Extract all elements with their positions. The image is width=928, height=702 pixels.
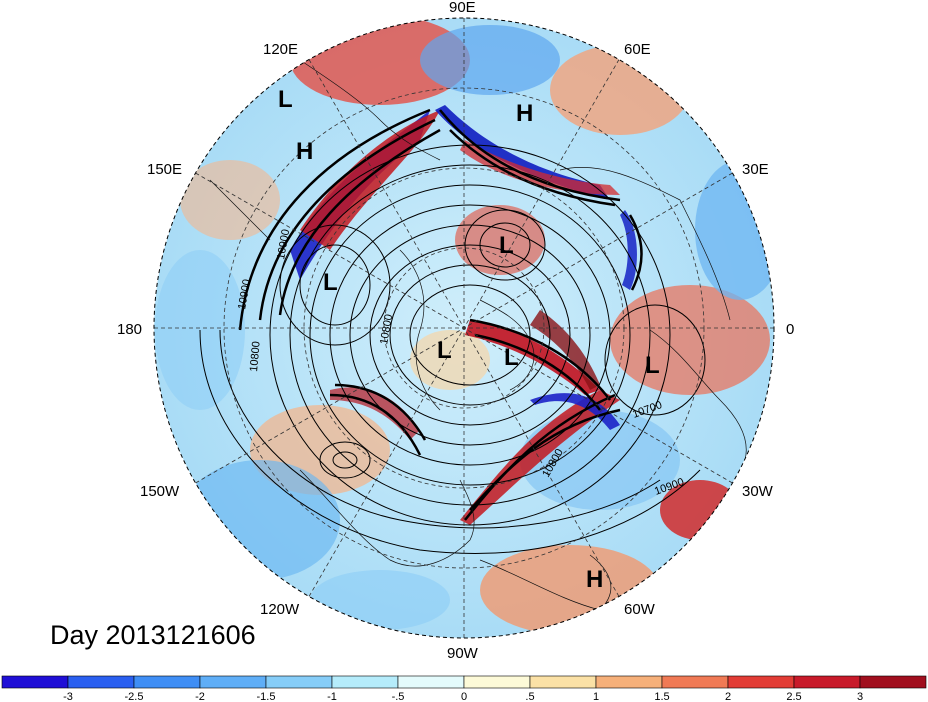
lon-label-0: 0 — [786, 321, 794, 338]
contour-label: 10900 — [236, 278, 253, 310]
colorbar-tick-label: -2 — [195, 691, 205, 702]
lon-label-60e: 60E — [624, 41, 651, 58]
colorbar-tick-label: 3 — [857, 691, 863, 702]
center-low: L — [499, 232, 514, 259]
colorbar-box — [463, 675, 531, 689]
colorbar-tick-label: -2.5 — [125, 691, 144, 702]
colorbar-tick-label: 1.5 — [654, 691, 669, 702]
colorbar-tick-label: -.5 — [392, 691, 405, 702]
colorbar-box — [859, 675, 927, 689]
colorbar-box — [331, 675, 399, 689]
lon-label-30e: 30E — [742, 161, 769, 178]
longitude-labels: 90E 60E 30E 0 30W 60W 90W 120W 150W 180 … — [117, 0, 794, 662]
colorbar-box — [793, 675, 861, 689]
pressure-centers: L H H L L L L L H — [278, 86, 660, 593]
colorbar-tick-label: 2.5 — [786, 691, 801, 702]
colorbar-tick-label: 0 — [461, 691, 467, 702]
colorbar-tick-label: -1.5 — [257, 691, 276, 702]
colorbar-tick-label: 2 — [725, 691, 731, 702]
colorbar-tick-label: .5 — [525, 691, 534, 702]
center-high: H — [516, 100, 533, 127]
colorbar-box — [67, 675, 135, 689]
colorbar-box — [595, 675, 663, 689]
lon-label-150w: 150W — [140, 483, 180, 500]
contour-label: 10800 — [378, 313, 395, 345]
center-low: L — [504, 344, 519, 371]
map-boundary — [153, 17, 775, 639]
center-high: H — [296, 138, 313, 165]
colorbar-box — [265, 675, 333, 689]
lon-label-60w: 60W — [624, 601, 656, 618]
colorbar-box — [661, 675, 729, 689]
polar-map: 90E 60E 30E 0 30W 60W 90W 120W 150W 180 … — [117, 0, 794, 662]
colorbar-box — [727, 675, 795, 689]
colorbar-tick-label: -1 — [327, 691, 337, 702]
colorbar-tick-label: -3 — [63, 691, 73, 702]
colorbar-tick-label: 1 — [593, 691, 599, 702]
lon-label-180: 180 — [117, 321, 142, 338]
center-low: L — [437, 337, 452, 364]
center-high: H — [586, 566, 603, 593]
graticule — [154, 18, 774, 638]
colorbar-boxes — [1, 675, 927, 689]
lon-label-30w: 30W — [742, 483, 774, 500]
colorbar: -3 -2.5 -2 -1.5 -1 -.5 0 .5 1 1.5 2 2.5 3 — [1, 675, 927, 702]
colorbar-box — [397, 675, 465, 689]
lon-label-90e: 90E — [449, 0, 476, 16]
center-low: L — [645, 352, 660, 379]
contour-label: 10900 — [275, 228, 292, 260]
lon-label-120w: 120W — [260, 601, 300, 618]
colorbar-box — [133, 675, 201, 689]
lon-label-150e: 150E — [147, 161, 182, 178]
contour-label: 10800 — [248, 341, 263, 373]
center-low: L — [278, 86, 293, 113]
colorbar-box — [529, 675, 597, 689]
height-contours — [199, 108, 706, 554]
lon-label-90w: 90W — [447, 645, 479, 662]
center-low: L — [323, 269, 338, 296]
colorbar-box — [1, 675, 69, 689]
colorbar-ticks: -3 -2.5 -2 -1.5 -1 -.5 0 .5 1 1.5 2 2.5 3 — [63, 691, 863, 702]
map-title: Day 2013121606 — [50, 620, 256, 650]
colorbar-box — [199, 675, 267, 689]
lon-label-120e: 120E — [263, 41, 298, 58]
